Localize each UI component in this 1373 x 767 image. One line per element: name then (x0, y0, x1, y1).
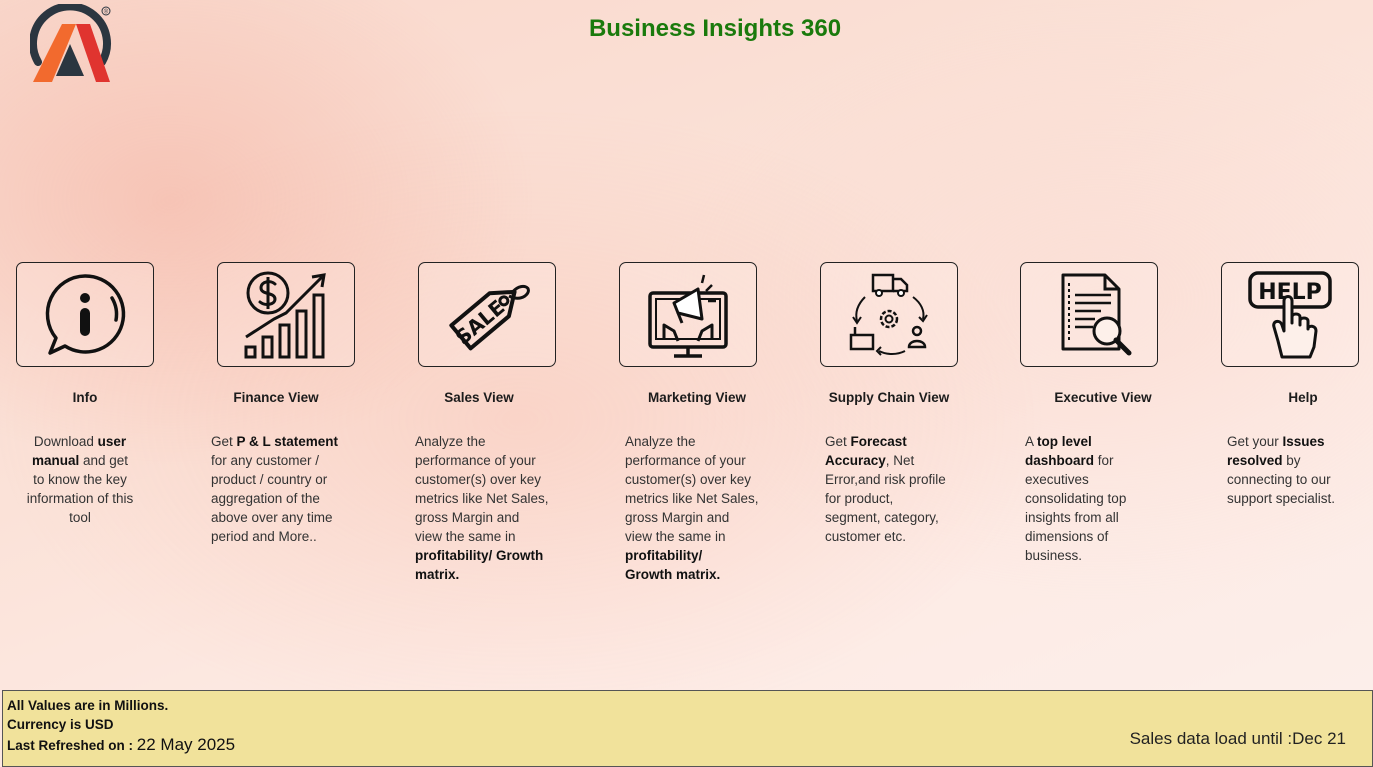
finance-growth-icon (244, 271, 326, 358)
navigation-cards: SALE (0, 262, 1373, 372)
sales-data-load: Sales data load until :Dec 21 (1129, 729, 1346, 748)
company-logo: ® (29, 2, 116, 84)
marketing-view-description: Analyze the performance of your customer(s… (625, 434, 759, 582)
sales-view-card-button[interactable]: SALE (418, 262, 556, 367)
info-icon (45, 273, 126, 355)
footer-info-bar: All Values are in Millions. Currency is … (2, 690, 1373, 767)
last-refreshed-label: Last Refreshed on : (7, 738, 134, 753)
info-description: Download user manual and get to know the k… (26, 434, 134, 525)
supply-chain-view-card-button[interactable] (820, 262, 958, 367)
currency-note: Currency is USD (7, 717, 114, 732)
info-label: Info (72, 390, 98, 405)
marketing-view-label: Marketing View (647, 390, 747, 405)
registered-mark: ® (104, 8, 109, 15)
help-description: Get your Issues resolved by connecting to … (1227, 434, 1336, 506)
executive-report-icon (1061, 273, 1132, 355)
executive-view-card-button[interactable] (1020, 262, 1158, 367)
sale-tag-icon: SALE (449, 284, 530, 350)
finance-view-description: Get P & L statement for any customer / pro… (211, 434, 339, 544)
supply-chain-view-label: Supply Chain View (828, 390, 950, 405)
marketing-view-card-button[interactable] (619, 262, 757, 367)
finance-view-card-button[interactable] (217, 262, 355, 367)
info-card-button[interactable] (16, 262, 154, 367)
finance-view-label: Finance View (233, 390, 319, 405)
sales-view-label: Sales View (444, 390, 514, 405)
sales-view-description: Analyze the performance of your customer(s… (415, 434, 549, 582)
page-title: Business Insights 360 (588, 15, 842, 42)
supply-chain-view-description: Get Forecast Accuracy, Net Error,and risk … (825, 434, 946, 544)
help-hand-icon: HELP (1248, 270, 1332, 358)
executive-view-label: Executive View (1054, 390, 1152, 405)
last-refreshed-date: 22 May 2025 (136, 735, 236, 754)
help-label: Help (1288, 390, 1318, 405)
values-note: All Values are in Millions. (7, 698, 169, 713)
marketing-megaphone-icon (648, 274, 728, 358)
executive-view-description: A top level dashboard for executives consol… (1025, 434, 1127, 563)
last-refreshed: Last Refreshed on : 22 May 2025 (7, 735, 235, 755)
help-card-button[interactable]: HELP (1221, 262, 1359, 367)
supply-chain-cycle-icon (849, 273, 928, 356)
